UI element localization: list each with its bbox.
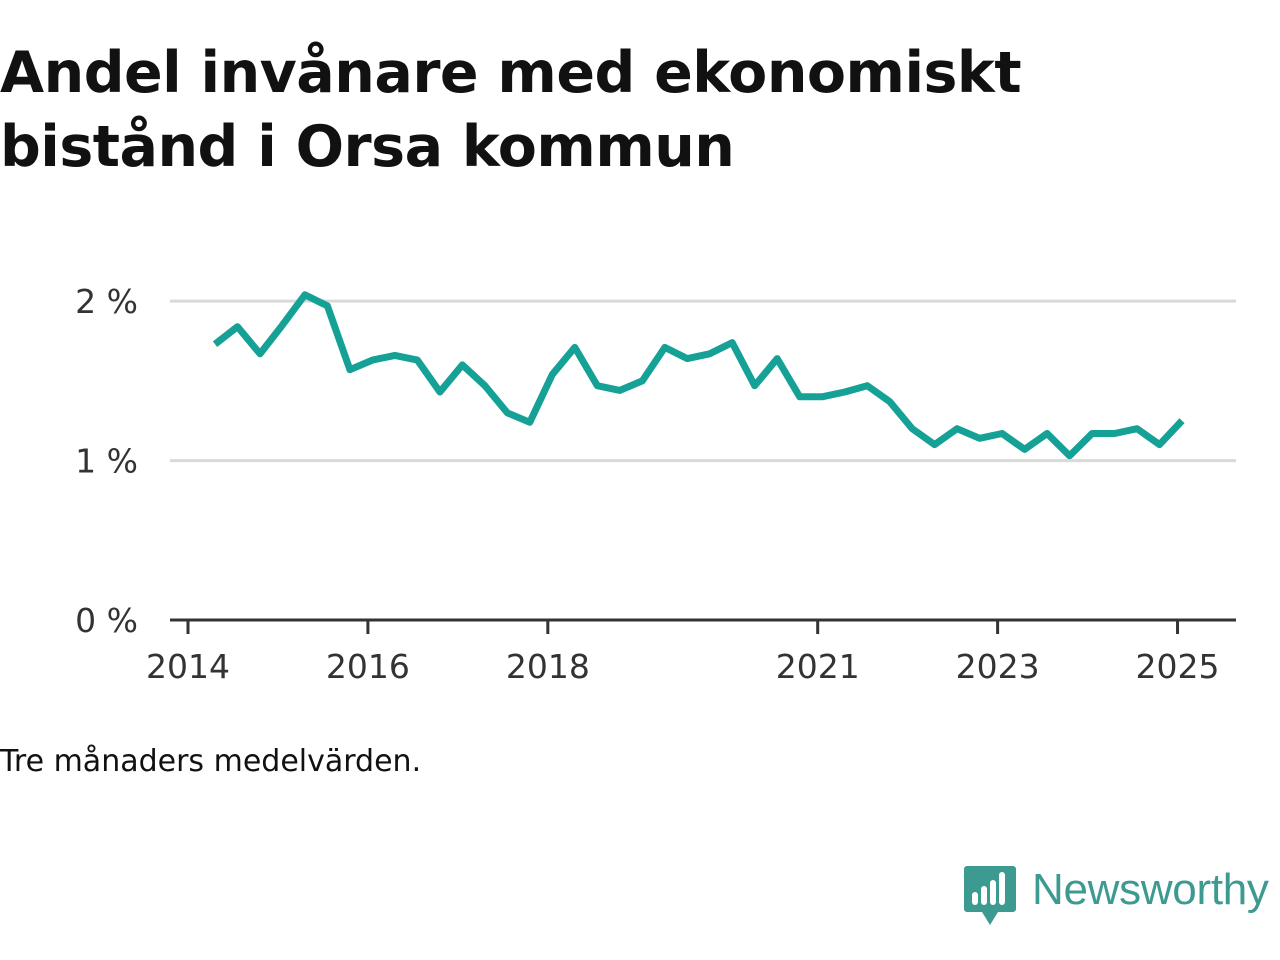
data-point xyxy=(1137,428,1138,429)
data-point xyxy=(912,428,913,429)
data-point xyxy=(1047,433,1048,434)
data-point xyxy=(934,444,935,445)
chart-footnote: Tre månaders medelvärden. xyxy=(0,744,422,779)
brand-name: Newsworthy xyxy=(1032,865,1269,914)
data-point xyxy=(529,422,530,423)
data-point xyxy=(1092,433,1093,434)
data-point xyxy=(372,360,373,361)
line-chart: 0 % 1 % 2 % 2014 2016 2018 2021 2023 2025 xyxy=(75,282,1236,686)
data-point xyxy=(709,353,710,354)
data-point xyxy=(417,360,418,361)
data-point xyxy=(215,344,216,345)
chart-title-line-1: Andel invånare med ekonomiskt xyxy=(0,40,1022,106)
data-point xyxy=(642,380,643,381)
y-tick-label: 2 % xyxy=(75,282,138,321)
y-tick-label: 0 % xyxy=(75,601,138,640)
data-point xyxy=(619,390,620,391)
x-tick-label: 2014 xyxy=(146,647,230,686)
x-axis: 2014 2016 2018 2021 2023 2025 xyxy=(146,618,1236,686)
chart-title: Andel invånare med ekonomiskt bistånd i … xyxy=(0,36,1200,184)
data-point xyxy=(462,364,463,365)
data-point xyxy=(1159,444,1160,445)
data-point xyxy=(732,342,733,343)
data-point xyxy=(484,385,485,386)
gridlines xyxy=(170,299,1236,463)
x-tick-label: 2021 xyxy=(776,647,860,686)
data-point xyxy=(597,385,598,386)
data-point xyxy=(349,369,350,370)
data-point xyxy=(439,392,440,393)
y-tick-label: 1 % xyxy=(75,442,138,481)
data-point xyxy=(507,412,508,413)
x-tick-label: 2016 xyxy=(326,647,410,686)
series-layer xyxy=(212,291,1185,460)
data-point xyxy=(664,347,665,348)
data-point xyxy=(777,358,778,359)
data-point xyxy=(799,396,800,397)
data-point xyxy=(867,385,868,386)
x-tick-label: 2018 xyxy=(506,647,590,686)
x-tick-label: 2025 xyxy=(1136,647,1220,686)
data-point xyxy=(282,325,283,326)
data-point xyxy=(394,355,395,356)
y-axis-labels: 0 % 1 % 2 % xyxy=(75,282,138,640)
data-point xyxy=(327,305,328,306)
chart-title-line-2: bistånd i Orsa kommun xyxy=(0,114,735,180)
series-line xyxy=(212,291,1185,460)
x-tick-label: 2023 xyxy=(956,647,1040,686)
data-point xyxy=(822,396,823,397)
data-point xyxy=(889,401,890,402)
data-point xyxy=(552,374,553,375)
data-point xyxy=(979,438,980,439)
data-point xyxy=(957,428,958,429)
data-point xyxy=(237,326,238,327)
data-point xyxy=(1002,433,1003,434)
data-point xyxy=(1069,455,1070,456)
data-point xyxy=(260,353,261,354)
data-point xyxy=(1182,420,1183,421)
data-point xyxy=(1114,433,1115,434)
data-point xyxy=(844,392,845,393)
data-point xyxy=(754,385,755,386)
bar-chart-speech-bubble-icon xyxy=(964,866,1016,925)
data-point xyxy=(687,358,688,359)
data-point xyxy=(574,347,575,348)
brand-logo-block: Newsworthy xyxy=(964,866,1269,926)
data-point xyxy=(1024,449,1025,450)
data-point xyxy=(304,294,305,295)
